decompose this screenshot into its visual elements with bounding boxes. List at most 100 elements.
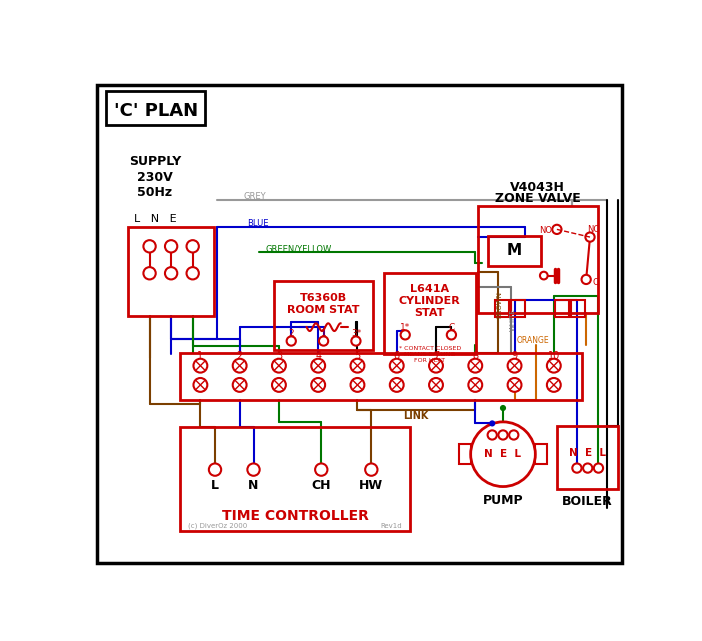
Circle shape <box>547 359 561 372</box>
Bar <box>555 300 569 317</box>
Text: N  E  L: N E L <box>569 447 607 458</box>
Bar <box>107 91 205 126</box>
Text: SUPPLY: SUPPLY <box>129 155 181 168</box>
Text: 2: 2 <box>237 351 243 362</box>
Circle shape <box>272 378 286 392</box>
Circle shape <box>187 240 199 253</box>
Circle shape <box>390 359 404 372</box>
Circle shape <box>470 422 536 487</box>
Text: WHITE: WHITE <box>510 308 516 331</box>
Text: NO: NO <box>540 226 552 235</box>
Circle shape <box>446 330 456 340</box>
Circle shape <box>488 430 497 440</box>
Circle shape <box>233 359 246 372</box>
Text: 8: 8 <box>472 351 478 362</box>
Text: ZONE VALVE: ZONE VALVE <box>495 192 581 205</box>
Circle shape <box>350 378 364 392</box>
Circle shape <box>319 337 329 345</box>
Circle shape <box>547 378 561 392</box>
Text: ROOM STAT: ROOM STAT <box>287 305 360 315</box>
Text: N  E  L: N E L <box>484 449 522 459</box>
Text: 'C' PLAN: 'C' PLAN <box>114 102 198 120</box>
Bar <box>128 227 214 315</box>
Text: LINK: LINK <box>403 411 429 420</box>
Text: 2: 2 <box>289 329 294 338</box>
Text: 7: 7 <box>433 351 439 362</box>
Circle shape <box>390 378 404 392</box>
Circle shape <box>315 463 327 476</box>
Text: L641A: L641A <box>410 284 449 294</box>
Text: NC: NC <box>587 225 600 234</box>
Circle shape <box>508 378 522 392</box>
Bar <box>571 300 585 317</box>
Circle shape <box>468 359 482 372</box>
Circle shape <box>165 267 178 279</box>
Circle shape <box>572 463 581 472</box>
Text: 6: 6 <box>394 351 400 362</box>
Circle shape <box>508 359 522 372</box>
Circle shape <box>350 359 364 372</box>
Circle shape <box>540 272 548 279</box>
Circle shape <box>594 463 603 472</box>
Bar <box>510 300 524 317</box>
Text: 9: 9 <box>512 351 517 362</box>
Circle shape <box>311 359 325 372</box>
Circle shape <box>247 463 260 476</box>
Text: BLUE: BLUE <box>247 219 269 228</box>
Text: 4: 4 <box>315 351 322 362</box>
Bar <box>488 235 541 267</box>
Bar <box>274 281 373 350</box>
Circle shape <box>365 463 378 476</box>
Text: 5: 5 <box>355 351 361 362</box>
Bar <box>536 444 547 464</box>
Bar <box>459 444 470 464</box>
Circle shape <box>194 359 207 372</box>
Text: T6360B: T6360B <box>300 293 347 303</box>
Text: CYLINDER: CYLINDER <box>399 296 461 306</box>
Bar <box>384 273 476 354</box>
Text: C: C <box>449 322 454 331</box>
Text: GREEN/YELLOW: GREEN/YELLOW <box>265 244 331 253</box>
Text: BROWN: BROWN <box>496 290 502 317</box>
Bar <box>180 353 582 401</box>
Text: 10: 10 <box>548 351 560 362</box>
Circle shape <box>429 359 443 372</box>
Circle shape <box>272 359 286 372</box>
Circle shape <box>429 378 443 392</box>
Circle shape <box>143 240 156 253</box>
Text: N: N <box>249 479 259 492</box>
Circle shape <box>489 420 496 426</box>
Text: L   N   E: L N E <box>133 214 176 224</box>
Text: TIME CONTROLLER: TIME CONTROLLER <box>222 509 369 523</box>
Text: (c) DiverOz 2000: (c) DiverOz 2000 <box>188 522 247 529</box>
Circle shape <box>583 463 592 472</box>
Circle shape <box>581 275 591 284</box>
Text: 1: 1 <box>321 329 326 338</box>
Circle shape <box>209 463 221 476</box>
Circle shape <box>498 430 508 440</box>
Text: Rev1d: Rev1d <box>380 523 402 529</box>
Bar <box>478 206 597 313</box>
Text: STAT: STAT <box>415 308 445 319</box>
Text: C: C <box>592 278 598 287</box>
Text: 1: 1 <box>197 351 204 362</box>
Bar <box>557 426 618 489</box>
Circle shape <box>286 337 296 345</box>
Circle shape <box>233 378 246 392</box>
Circle shape <box>401 330 410 340</box>
Text: HW: HW <box>359 479 383 492</box>
Bar <box>496 300 509 317</box>
Circle shape <box>552 225 562 234</box>
Circle shape <box>351 337 361 345</box>
Circle shape <box>187 267 199 279</box>
Text: V4043H: V4043H <box>510 181 565 194</box>
Text: ORANGE: ORANGE <box>517 336 550 345</box>
Circle shape <box>165 240 178 253</box>
Circle shape <box>194 378 207 392</box>
Text: 3: 3 <box>276 351 282 362</box>
Text: 3*: 3* <box>351 329 361 338</box>
Text: 1*: 1* <box>400 322 411 331</box>
Circle shape <box>500 405 506 411</box>
Circle shape <box>509 430 518 440</box>
Text: M: M <box>507 244 522 258</box>
